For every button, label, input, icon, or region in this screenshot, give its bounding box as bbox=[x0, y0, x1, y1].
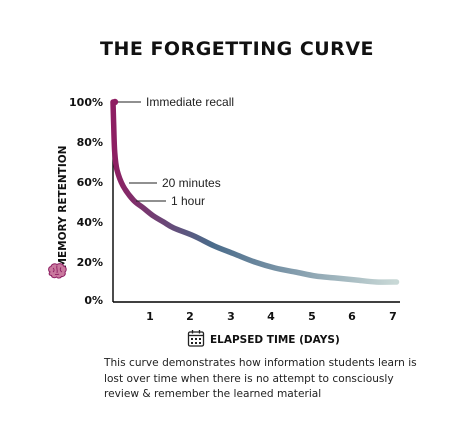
annotation-immediate-recall: Immediate recall bbox=[118, 95, 234, 109]
x-tick-label: 7 bbox=[389, 310, 397, 323]
x-tick-label: 4 bbox=[267, 310, 275, 323]
brain-icon bbox=[48, 263, 67, 279]
y-tick-label: 0% bbox=[84, 294, 103, 307]
y-tick-label: 60% bbox=[77, 176, 103, 189]
annotation-20-minutes: 20 minutes bbox=[129, 176, 221, 190]
chart-title: THE FORGETTING CURVE bbox=[99, 38, 374, 60]
y-axis-label: MEMORY RETENTION bbox=[57, 146, 69, 269]
annotation-label: 1 hour bbox=[171, 194, 205, 208]
annotation-label: 20 minutes bbox=[162, 176, 221, 190]
chart-caption: This curve demonstrates how information … bbox=[104, 357, 417, 400]
x-tick-label: 5 bbox=[308, 310, 316, 323]
y-tick-labels: 100% 80% 60% 40% 20% 0% bbox=[69, 96, 103, 307]
x-tick-labels: 1 2 3 4 5 6 7 bbox=[146, 310, 397, 323]
x-tick-label: 3 bbox=[227, 310, 235, 323]
y-tick-label: 20% bbox=[77, 256, 103, 269]
annotation-1-hour: 1 hour bbox=[136, 194, 205, 208]
calendar-icon bbox=[187, 330, 205, 347]
y-tick-label: 40% bbox=[77, 216, 103, 229]
x-tick-label: 6 bbox=[348, 310, 356, 323]
y-axis-label-group: MEMORY RETENTION bbox=[48, 146, 69, 279]
x-axis-label-group: ELAPSED TIME (DAYS) bbox=[187, 330, 340, 347]
annotation-label: Immediate recall bbox=[146, 95, 234, 109]
immediate-recall-point bbox=[111, 98, 119, 106]
x-tick-label: 2 bbox=[186, 310, 194, 323]
x-tick-label: 1 bbox=[146, 310, 154, 323]
x-axis-label: ELAPSED TIME (DAYS) bbox=[210, 334, 340, 346]
forgetting-curve-line bbox=[110, 99, 400, 285]
y-tick-label: 80% bbox=[77, 136, 103, 149]
y-tick-label: 100% bbox=[69, 96, 103, 109]
